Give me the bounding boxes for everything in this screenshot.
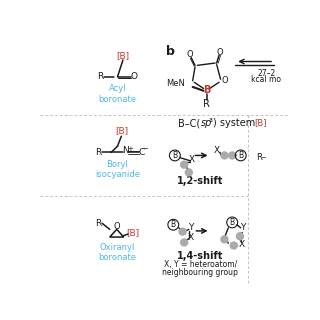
Text: O: O bbox=[186, 50, 193, 59]
Text: B: B bbox=[203, 85, 210, 95]
Circle shape bbox=[185, 169, 192, 176]
Text: Y: Y bbox=[188, 222, 193, 232]
Text: B: B bbox=[172, 151, 177, 160]
Text: R–: R– bbox=[256, 153, 266, 162]
Text: X, Y = heteroatom/: X, Y = heteroatom/ bbox=[164, 260, 237, 269]
Text: sp: sp bbox=[200, 118, 212, 128]
Text: B: B bbox=[238, 151, 243, 160]
Circle shape bbox=[181, 161, 188, 168]
Text: [B]: [B] bbox=[126, 228, 140, 237]
Text: O: O bbox=[217, 48, 223, 57]
Circle shape bbox=[221, 152, 228, 159]
Text: X: X bbox=[238, 240, 244, 249]
Circle shape bbox=[181, 239, 188, 246]
Text: Boryl
isocyanide: Boryl isocyanide bbox=[95, 160, 140, 179]
Text: Acyl
boronate: Acyl boronate bbox=[99, 84, 137, 104]
Circle shape bbox=[221, 236, 228, 243]
Text: kcal mo: kcal mo bbox=[251, 75, 281, 84]
Text: [B]: [B] bbox=[115, 126, 128, 135]
Text: 1,2-shift: 1,2-shift bbox=[177, 176, 224, 186]
Text: R: R bbox=[95, 148, 101, 157]
Text: R: R bbox=[203, 99, 210, 109]
Text: N: N bbox=[122, 146, 129, 155]
Text: b: b bbox=[165, 44, 174, 58]
Circle shape bbox=[179, 228, 186, 235]
Text: −: − bbox=[142, 146, 148, 152]
Text: R: R bbox=[97, 72, 104, 81]
Text: O: O bbox=[113, 222, 120, 231]
Circle shape bbox=[236, 233, 244, 240]
Text: +: + bbox=[127, 146, 133, 151]
Text: B: B bbox=[171, 220, 176, 229]
Text: O: O bbox=[130, 72, 137, 81]
Text: ³) system: ³) system bbox=[209, 118, 255, 128]
Text: Oxiranyl
boronate: Oxiranyl boronate bbox=[99, 243, 137, 262]
Circle shape bbox=[230, 242, 237, 249]
Text: B–C(: B–C( bbox=[178, 118, 200, 128]
Text: neighbouring group: neighbouring group bbox=[163, 268, 238, 277]
Text: B: B bbox=[230, 218, 235, 227]
Text: X: X bbox=[214, 146, 220, 155]
Text: R: R bbox=[95, 219, 101, 228]
Text: C: C bbox=[139, 148, 145, 157]
Text: 1,4-shift: 1,4-shift bbox=[177, 251, 224, 261]
Text: MeN: MeN bbox=[166, 79, 185, 88]
Text: [B]: [B] bbox=[116, 51, 130, 60]
Circle shape bbox=[229, 152, 236, 159]
Text: O: O bbox=[221, 76, 228, 85]
Text: 27–2: 27–2 bbox=[257, 68, 276, 77]
Text: X: X bbox=[187, 233, 193, 242]
Text: [B]: [B] bbox=[255, 119, 267, 128]
Text: Y: Y bbox=[240, 223, 245, 232]
Text: X: X bbox=[189, 155, 195, 164]
